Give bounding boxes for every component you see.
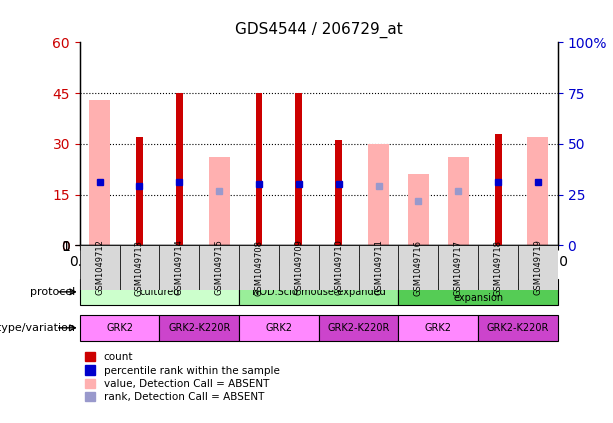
FancyBboxPatch shape	[438, 245, 478, 290]
FancyBboxPatch shape	[398, 245, 438, 290]
Text: GRK2: GRK2	[265, 323, 292, 333]
Bar	[89, 100, 110, 245]
Text: NOD.Scid mouse-expanded: NOD.Scid mouse-expanded	[252, 287, 386, 297]
Text: protocol: protocol	[29, 287, 75, 297]
Text: GRK2: GRK2	[425, 323, 452, 333]
Text: GSM1049718: GSM1049718	[493, 239, 503, 296]
FancyBboxPatch shape	[80, 279, 239, 305]
FancyBboxPatch shape	[279, 245, 319, 290]
FancyBboxPatch shape	[159, 315, 239, 341]
Bar	[335, 140, 342, 245]
Text: GRK2-K220R: GRK2-K220R	[168, 323, 230, 333]
Bar	[208, 157, 230, 245]
FancyBboxPatch shape	[518, 245, 558, 290]
Text: GSM1049719: GSM1049719	[533, 239, 543, 296]
Bar	[295, 93, 302, 245]
Text: GRK2-K220R: GRK2-K220R	[327, 323, 390, 333]
Text: GSM1049711: GSM1049711	[374, 239, 383, 296]
Text: GRK2-K220R: GRK2-K220R	[487, 323, 549, 333]
FancyBboxPatch shape	[359, 245, 398, 290]
FancyBboxPatch shape	[239, 279, 398, 305]
Text: GSM1049708: GSM1049708	[254, 239, 264, 296]
Text: GSM1049716: GSM1049716	[414, 239, 423, 296]
Text: GSM1049712: GSM1049712	[95, 239, 104, 296]
FancyBboxPatch shape	[478, 315, 558, 341]
Text: re-cultured after NOD.Scid
expansion: re-cultured after NOD.Scid expansion	[414, 281, 543, 303]
Text: GRK2: GRK2	[106, 323, 133, 333]
FancyBboxPatch shape	[398, 315, 478, 341]
Bar	[256, 93, 262, 245]
FancyBboxPatch shape	[239, 315, 319, 341]
FancyBboxPatch shape	[80, 315, 159, 341]
FancyBboxPatch shape	[159, 245, 199, 290]
Bar	[495, 134, 501, 245]
Text: genotype/variation: genotype/variation	[0, 323, 75, 333]
FancyBboxPatch shape	[80, 245, 120, 290]
Text: GSM1049715: GSM1049715	[215, 239, 224, 296]
FancyBboxPatch shape	[398, 279, 558, 305]
Bar	[176, 93, 183, 245]
Text: cultured: cultured	[139, 287, 180, 297]
Text: GSM1049710: GSM1049710	[334, 239, 343, 296]
FancyBboxPatch shape	[319, 315, 398, 341]
Bar	[136, 137, 143, 245]
Text: GSM1049714: GSM1049714	[175, 239, 184, 296]
Bar	[408, 174, 429, 245]
FancyBboxPatch shape	[478, 245, 518, 290]
Title: GDS4544 / 206729_at: GDS4544 / 206729_at	[235, 22, 403, 38]
Bar	[527, 137, 549, 245]
Legend: count, percentile rank within the sample, value, Detection Call = ABSENT, rank, : count, percentile rank within the sample…	[85, 352, 280, 402]
Text: GSM1049713: GSM1049713	[135, 239, 144, 296]
Text: GSM1049709: GSM1049709	[294, 239, 303, 296]
Bar	[368, 144, 389, 245]
FancyBboxPatch shape	[319, 245, 359, 290]
Bar	[447, 157, 469, 245]
Text: GSM1049717: GSM1049717	[454, 239, 463, 296]
FancyBboxPatch shape	[239, 245, 279, 290]
FancyBboxPatch shape	[120, 245, 159, 290]
FancyBboxPatch shape	[199, 245, 239, 290]
